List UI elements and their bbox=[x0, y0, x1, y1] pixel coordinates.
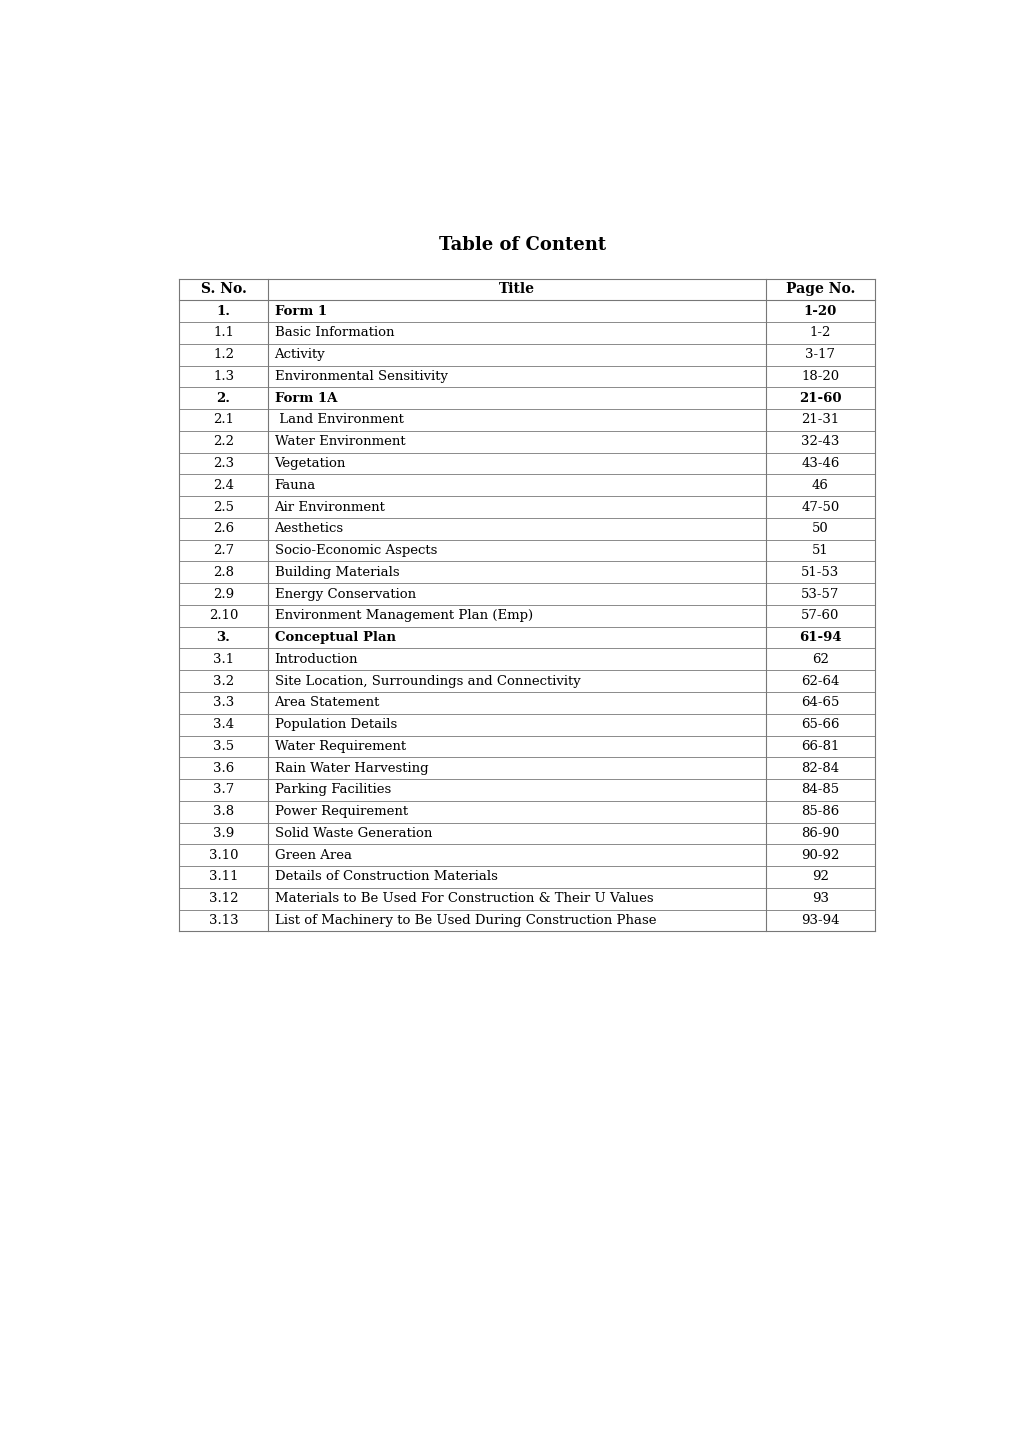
Text: 57-60: 57-60 bbox=[800, 610, 839, 623]
Text: Green Area: Green Area bbox=[274, 849, 352, 862]
Text: Fauna: Fauna bbox=[274, 479, 316, 492]
Text: 3.5: 3.5 bbox=[213, 740, 234, 753]
Text: Basic Information: Basic Information bbox=[274, 326, 393, 339]
Text: Rain Water Harvesting: Rain Water Harvesting bbox=[274, 761, 428, 774]
Text: 2.10: 2.10 bbox=[209, 610, 238, 623]
Text: Building Materials: Building Materials bbox=[274, 565, 398, 578]
Text: Water Requirement: Water Requirement bbox=[274, 740, 406, 753]
Text: 2.6: 2.6 bbox=[213, 522, 234, 535]
Text: 82-84: 82-84 bbox=[801, 761, 839, 774]
Text: Table of Content: Table of Content bbox=[439, 236, 605, 254]
Text: Area Statement: Area Statement bbox=[274, 696, 379, 709]
Text: 2.2: 2.2 bbox=[213, 435, 233, 448]
Text: 1.3: 1.3 bbox=[213, 371, 234, 384]
Text: Population Details: Population Details bbox=[274, 718, 396, 731]
Text: 3.8: 3.8 bbox=[213, 805, 234, 818]
Text: Environment Management Plan (Emp): Environment Management Plan (Emp) bbox=[274, 610, 532, 623]
Text: 2.7: 2.7 bbox=[213, 544, 234, 557]
Text: Page No.: Page No. bbox=[785, 283, 854, 297]
Text: 2.3: 2.3 bbox=[213, 457, 234, 470]
Text: 3.2: 3.2 bbox=[213, 675, 234, 688]
Text: S. No.: S. No. bbox=[201, 283, 247, 297]
Text: 1-20: 1-20 bbox=[803, 304, 837, 317]
Text: Air Environment: Air Environment bbox=[274, 500, 385, 513]
Text: Aesthetics: Aesthetics bbox=[274, 522, 343, 535]
Text: 46: 46 bbox=[811, 479, 828, 492]
Text: 93-94: 93-94 bbox=[800, 914, 839, 927]
Text: 86-90: 86-90 bbox=[800, 826, 839, 841]
Text: Solid Waste Generation: Solid Waste Generation bbox=[274, 826, 431, 841]
Text: 51-53: 51-53 bbox=[801, 565, 839, 578]
Text: 21-60: 21-60 bbox=[798, 392, 841, 405]
Text: 2.5: 2.5 bbox=[213, 500, 233, 513]
Text: Land Environment: Land Environment bbox=[274, 414, 403, 427]
Text: 43-46: 43-46 bbox=[800, 457, 839, 470]
Text: Materials to Be Used For Construction & Their U Values: Materials to Be Used For Construction & … bbox=[274, 893, 652, 906]
Text: 3.13: 3.13 bbox=[209, 914, 238, 927]
Text: 53-57: 53-57 bbox=[800, 587, 839, 600]
Text: 65-66: 65-66 bbox=[800, 718, 839, 731]
Text: 3.4: 3.4 bbox=[213, 718, 234, 731]
Text: Water Environment: Water Environment bbox=[274, 435, 405, 448]
Text: 3.6: 3.6 bbox=[213, 761, 234, 774]
Text: 85-86: 85-86 bbox=[801, 805, 839, 818]
Text: 66-81: 66-81 bbox=[800, 740, 839, 753]
Text: Conceptual Plan: Conceptual Plan bbox=[274, 632, 395, 645]
Text: 51: 51 bbox=[811, 544, 827, 557]
Text: List of Machinery to Be Used During Construction Phase: List of Machinery to Be Used During Cons… bbox=[274, 914, 655, 927]
Text: 3.: 3. bbox=[216, 632, 230, 645]
Text: 1-2: 1-2 bbox=[809, 326, 830, 339]
Text: 3.11: 3.11 bbox=[209, 871, 238, 884]
Text: 61-94: 61-94 bbox=[798, 632, 841, 645]
Text: 3-17: 3-17 bbox=[805, 348, 835, 360]
Text: 3.9: 3.9 bbox=[213, 826, 234, 841]
Text: Title: Title bbox=[498, 283, 535, 297]
Text: Activity: Activity bbox=[274, 348, 325, 360]
Text: 1.1: 1.1 bbox=[213, 326, 233, 339]
Text: 62: 62 bbox=[811, 653, 828, 666]
Text: 50: 50 bbox=[811, 522, 827, 535]
Text: 2.1: 2.1 bbox=[213, 414, 233, 427]
Text: 92: 92 bbox=[811, 871, 828, 884]
Text: 18-20: 18-20 bbox=[801, 371, 839, 384]
Text: Introduction: Introduction bbox=[274, 653, 358, 666]
Text: Vegetation: Vegetation bbox=[274, 457, 345, 470]
Text: 47-50: 47-50 bbox=[801, 500, 839, 513]
Text: 2.: 2. bbox=[216, 392, 230, 405]
Text: 90-92: 90-92 bbox=[800, 849, 839, 862]
Text: 3.12: 3.12 bbox=[209, 893, 238, 906]
Text: Socio-Economic Aspects: Socio-Economic Aspects bbox=[274, 544, 436, 557]
Text: Form 1A: Form 1A bbox=[274, 392, 336, 405]
Text: 62-64: 62-64 bbox=[800, 675, 839, 688]
Text: 21-31: 21-31 bbox=[801, 414, 839, 427]
Text: 2.8: 2.8 bbox=[213, 565, 233, 578]
Text: Form 1: Form 1 bbox=[274, 304, 326, 317]
Text: Energy Conservation: Energy Conservation bbox=[274, 587, 416, 600]
Text: Power Requirement: Power Requirement bbox=[274, 805, 408, 818]
Text: 3.10: 3.10 bbox=[209, 849, 238, 862]
Text: 1.2: 1.2 bbox=[213, 348, 233, 360]
Text: 93: 93 bbox=[811, 893, 828, 906]
Text: Details of Construction Materials: Details of Construction Materials bbox=[274, 871, 497, 884]
Text: 1.: 1. bbox=[216, 304, 230, 317]
Text: 3.7: 3.7 bbox=[213, 783, 234, 796]
Text: Parking Facilities: Parking Facilities bbox=[274, 783, 390, 796]
Text: Environmental Sensitivity: Environmental Sensitivity bbox=[274, 371, 447, 384]
Text: 32-43: 32-43 bbox=[800, 435, 839, 448]
Text: 64-65: 64-65 bbox=[800, 696, 839, 709]
Text: 2.9: 2.9 bbox=[213, 587, 234, 600]
Text: 84-85: 84-85 bbox=[801, 783, 839, 796]
Text: Site Location, Surroundings and Connectivity: Site Location, Surroundings and Connecti… bbox=[274, 675, 580, 688]
Text: 2.4: 2.4 bbox=[213, 479, 233, 492]
Text: 3.3: 3.3 bbox=[213, 696, 234, 709]
Text: 3.1: 3.1 bbox=[213, 653, 234, 666]
